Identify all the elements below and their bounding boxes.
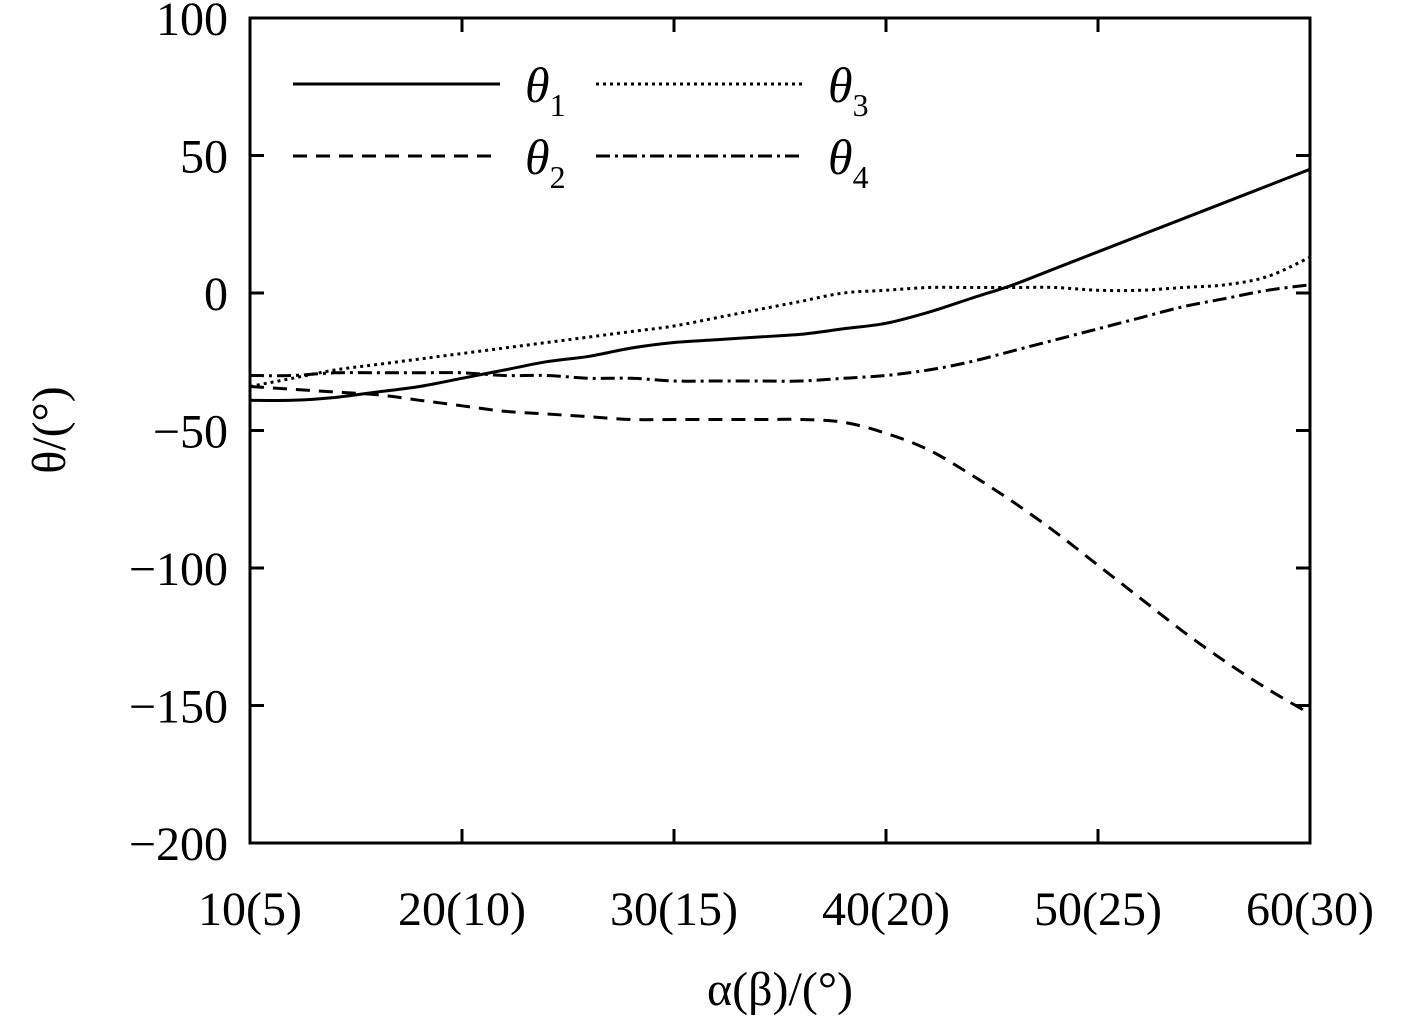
y-tick-label: −200	[129, 818, 228, 871]
x-axis-ticks: 10(5) 20(10) 30(15) 40(20) 50(25) 60(30)	[198, 18, 1374, 936]
series-line-4	[249, 283, 1311, 383]
legend-label-4: θ4	[828, 129, 869, 195]
y-tick-label: −100	[129, 543, 228, 596]
legend-label-3: θ3	[828, 57, 869, 123]
y-tick-label: 100	[156, 0, 228, 46]
series-line-2	[249, 385, 1311, 716]
legend-label-2: θ2	[525, 129, 566, 195]
x-axis-label: α(β)/(°)	[707, 963, 853, 1016]
y-tick-label: −150	[129, 681, 228, 734]
x-tick-label: 20(10)	[398, 883, 526, 936]
series-line-1	[249, 167, 1311, 402]
x-tick-label: 40(20)	[822, 883, 950, 936]
y-tick-label: −50	[153, 406, 228, 459]
x-tick-label: 10(5)	[198, 883, 302, 936]
x-tick-label: 30(15)	[610, 883, 738, 936]
y-tick-label: 0	[204, 268, 228, 321]
y-tick-label: 50	[180, 131, 228, 184]
series-lines	[249, 167, 1311, 716]
plot-frame	[248, 16, 1312, 845]
series-line-3	[249, 255, 1311, 388]
x-tick-label: 60(30)	[1246, 883, 1374, 936]
y-axis-ticks: 100 50 0 −50 −100 −150 −200	[129, 0, 1310, 871]
x-tick-label: 50(25)	[1034, 883, 1162, 936]
y-axis-label: θ/(°)	[23, 386, 76, 474]
legend-label-1: θ1	[525, 57, 566, 123]
